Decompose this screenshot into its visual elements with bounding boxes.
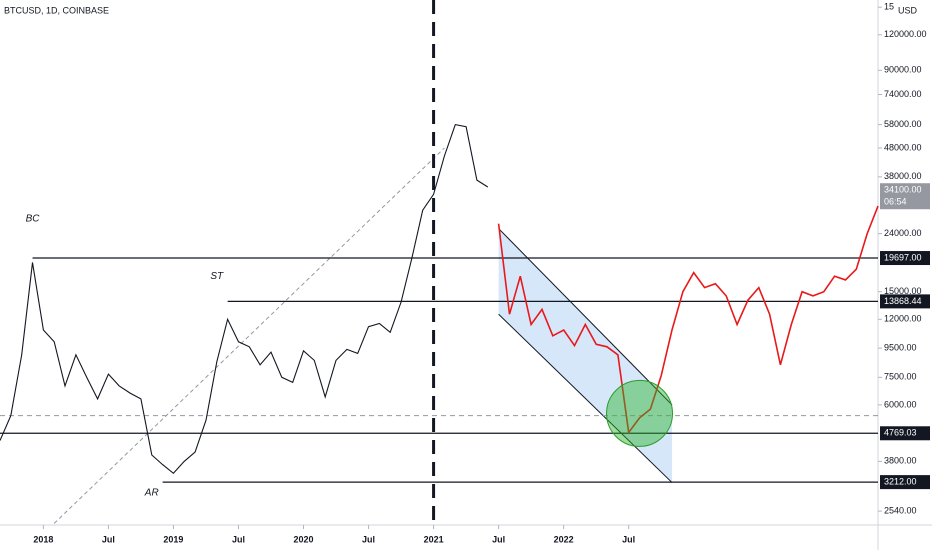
x-tick-label: 2020 bbox=[293, 534, 313, 544]
y-tick-label: 15000.00 bbox=[884, 286, 922, 296]
annotation: AR bbox=[144, 487, 159, 498]
y-tick-label: 120000.00 bbox=[884, 29, 927, 39]
level-box bbox=[880, 251, 930, 266]
level-label: 3212.00 bbox=[884, 476, 917, 486]
x-tick-label: Jul bbox=[232, 534, 245, 544]
current-price-label: 34100.00 bbox=[884, 185, 922, 195]
x-tick-label: Jul bbox=[362, 534, 375, 544]
chart-title: BTCUSD, 1D, COINBASE bbox=[4, 5, 109, 15]
annotation: BC bbox=[26, 214, 41, 225]
countdown-label: 06:54 bbox=[884, 197, 907, 207]
level-box bbox=[880, 294, 930, 309]
y-tick-label: 6000.00 bbox=[884, 399, 917, 409]
currency-label: USD bbox=[898, 5, 918, 15]
highlight-circle bbox=[606, 379, 674, 447]
x-tick-label: 2021 bbox=[424, 534, 444, 544]
level-box bbox=[880, 475, 930, 490]
x-tick-label: Jul bbox=[622, 534, 635, 544]
channel bbox=[498, 228, 673, 483]
price-line bbox=[0, 123, 489, 475]
level-label: 4769.03 bbox=[884, 428, 917, 438]
channel-lower bbox=[498, 313, 673, 483]
level-box bbox=[880, 426, 930, 441]
y-tick-label: 38000.00 bbox=[884, 171, 922, 181]
y-tick-label: 48000.00 bbox=[884, 142, 922, 152]
annotation: ST bbox=[210, 271, 224, 282]
x-tick-label: 2019 bbox=[163, 534, 183, 544]
y-tick-label: 2540.00 bbox=[884, 505, 917, 515]
y-tick-label: 24000.00 bbox=[884, 228, 922, 238]
y-tick-label: 3800.00 bbox=[884, 456, 917, 466]
x-tick-label: Jul bbox=[492, 534, 505, 544]
y-tick-label: 9500.00 bbox=[884, 343, 917, 353]
current-price-box bbox=[880, 183, 930, 210]
plot bbox=[0, 0, 879, 525]
x-tick-label: Jul bbox=[102, 534, 115, 544]
y-tick-label: 15 bbox=[884, 2, 894, 12]
price-line bbox=[497, 205, 879, 435]
level-label: 19697.00 bbox=[884, 252, 922, 262]
y-tick-label: 58000.00 bbox=[884, 119, 922, 129]
level-label: 13868.44 bbox=[884, 296, 922, 306]
diagonal bbox=[53, 147, 445, 524]
y-tick-label: 7500.00 bbox=[884, 372, 917, 382]
y-tick-label: 74000.00 bbox=[884, 89, 922, 99]
y-tick-label: 90000.00 bbox=[884, 65, 922, 75]
y-tick-label: 12000.00 bbox=[884, 314, 922, 324]
x-tick-label: 2022 bbox=[554, 534, 574, 544]
x-tick-label: 2018 bbox=[33, 534, 53, 544]
